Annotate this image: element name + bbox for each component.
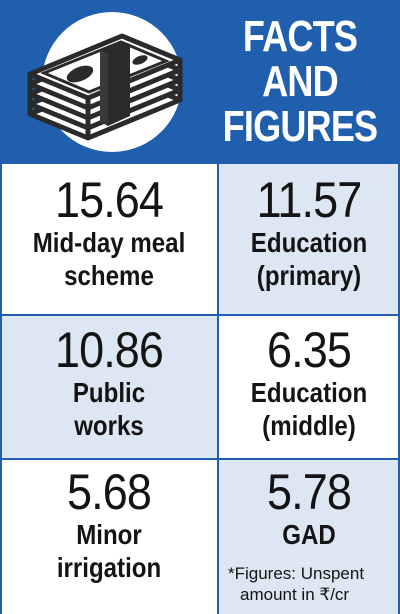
divider	[398, 162, 400, 614]
fact-label: works	[74, 410, 144, 441]
fact-value: 5.68	[66, 464, 152, 520]
header-band: FACTS AND FIGURES	[0, 0, 400, 162]
title-line: AND	[262, 57, 339, 106]
divider	[0, 162, 400, 164]
fact-label: Public	[72, 377, 146, 408]
fact-cell: 6.35 Education (middle)	[218, 316, 400, 458]
fact-cell: 15.64 Mid-day meal scheme	[0, 164, 218, 314]
title: FACTS AND FIGURES	[218, 14, 382, 149]
fact-cell: 5.78 GAD *Figures: Unspent amount in ₹/c…	[218, 460, 400, 614]
fact-label: Minor	[76, 519, 142, 550]
fact-label: irrigation	[56, 552, 162, 583]
money-stack-icon	[27, 12, 183, 152]
fact-value: 10.86	[54, 322, 164, 378]
fact-label: (primary)	[256, 260, 362, 291]
divider	[0, 162, 2, 614]
footnote-line: *Figures: Unspent	[228, 564, 365, 583]
divider	[0, 458, 400, 460]
fact-cell: 10.86 Public works	[0, 316, 218, 458]
divider	[217, 162, 219, 614]
fact-cell: 11.57 Education (primary)	[218, 164, 400, 314]
fact-label: Education	[250, 377, 368, 408]
fact-cell: 5.68 Minor irrigation	[0, 460, 218, 614]
divider	[0, 314, 400, 316]
fact-value: 5.78	[266, 464, 352, 520]
fact-label: GAD	[282, 519, 336, 550]
footnote-line: amount in ₹/cr	[240, 585, 350, 604]
title-line: FACTS	[242, 12, 358, 61]
footnote: *Figures: Unspent amount in ₹/cr	[218, 563, 400, 605]
title-line: FIGURES	[222, 102, 378, 151]
fact-label: Mid-day meal	[32, 227, 186, 258]
fact-label: (middle)	[262, 410, 356, 441]
fact-value: 6.35	[266, 322, 352, 378]
fact-label: Education	[250, 227, 368, 258]
fact-value: 15.64	[54, 172, 164, 228]
fact-value: 11.57	[256, 172, 363, 228]
fact-label: scheme	[64, 260, 154, 291]
